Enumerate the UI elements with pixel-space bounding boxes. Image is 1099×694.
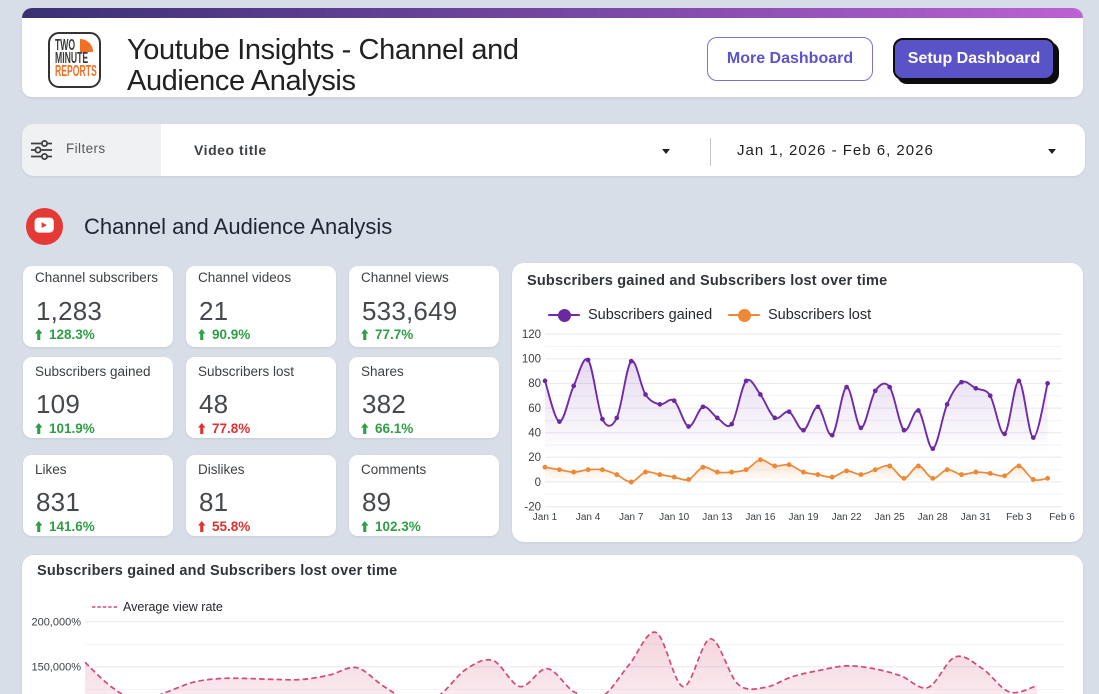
svg-text:Feb 6: Feb 6 (1049, 512, 1075, 523)
svg-text:Jan 1: Jan 1 (533, 512, 558, 523)
svg-text:Jan 13: Jan 13 (702, 512, 732, 523)
svg-text:150,000%: 150,000% (31, 662, 81, 674)
svg-text:120: 120 (522, 329, 541, 341)
svg-text:Jan 22: Jan 22 (832, 512, 862, 523)
svg-text:Jan 7: Jan 7 (619, 512, 644, 523)
svg-text:Jan 19: Jan 19 (788, 512, 818, 523)
svg-text:Jan 10: Jan 10 (659, 512, 689, 523)
svg-text:Feb 3: Feb 3 (1006, 512, 1032, 523)
svg-text:200,000%: 200,000% (31, 617, 81, 629)
svg-text:Jan 16: Jan 16 (745, 512, 775, 523)
svg-text:20: 20 (528, 452, 541, 464)
svg-text:Jan 31: Jan 31 (961, 512, 991, 523)
svg-text:80: 80 (528, 378, 541, 390)
svg-text:Jan 25: Jan 25 (875, 512, 905, 523)
svg-text:60: 60 (528, 403, 541, 415)
svg-text:40: 40 (528, 428, 541, 440)
svg-text:-20: -20 (524, 502, 541, 514)
svg-text:0: 0 (535, 477, 541, 489)
svg-text:Jan 4: Jan 4 (576, 512, 601, 523)
svg-text:Jan 28: Jan 28 (918, 512, 948, 523)
svg-text:100: 100 (522, 354, 541, 366)
